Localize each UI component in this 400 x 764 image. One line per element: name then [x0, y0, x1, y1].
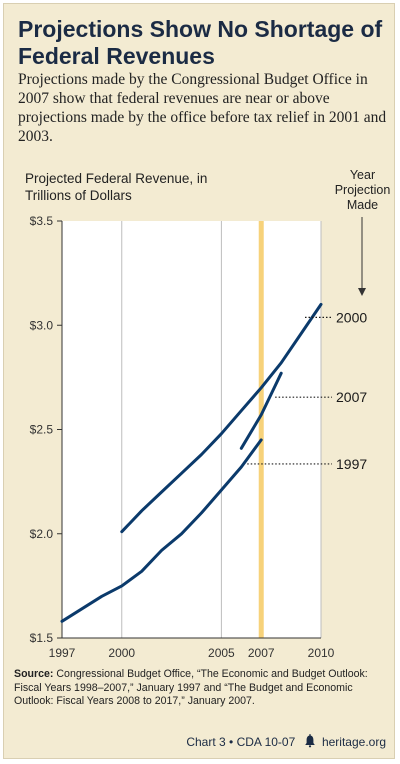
y-tick-label: $2.5 — [30, 423, 54, 437]
series-line-2007 — [239, 371, 283, 450]
y-tick-label: $1.5 — [30, 631, 54, 645]
series-lines — [60, 302, 323, 623]
series-label-2000: 2000 — [336, 309, 367, 325]
series-label-1997: 1997 — [336, 456, 367, 472]
legend-title: Year Projection Made — [334, 168, 391, 212]
x-tick-label: 2007 — [248, 646, 275, 660]
source-text: Congressional Budget Office, “The Econom… — [14, 668, 368, 707]
source-note: Source: Congressional Budget Office, “Th… — [14, 668, 386, 709]
legend-arrow — [358, 217, 366, 296]
highlight-band — [258, 221, 264, 638]
page-title: Projections Show No Shortage of Federal … — [18, 16, 383, 69]
legend-arrowhead — [358, 288, 366, 296]
y-axis-title: Projected Federal Revenue, in Trillions … — [25, 171, 208, 203]
series-label-2007: 2007 — [336, 389, 367, 405]
x-tick-label: 1997 — [49, 646, 76, 660]
plot-area — [62, 221, 321, 638]
liberty-bell-icon — [304, 734, 315, 748]
y-tick-label: $3.0 — [30, 318, 54, 332]
site-link[interactable]: heritage.org — [321, 735, 386, 749]
source-label: Source: — [14, 668, 54, 680]
series-line-2000 — [120, 302, 323, 534]
x-tick-label: 2005 — [208, 646, 235, 660]
y-tick-label: $3.5 — [30, 214, 54, 228]
chart-id: Chart 3 • CDA 10-07 — [186, 735, 296, 749]
x-tick-label: 2010 — [308, 646, 335, 660]
series-labels: 1997 2000 2007 — [247, 309, 367, 472]
axes — [57, 220, 321, 639]
chart-description: Projections made by the Congressional Bu… — [18, 71, 387, 145]
tick-labels: $1.5 $2.0 $2.5 $3.0 $3.5 1997 2000 2005 2007 2010 — [30, 214, 335, 660]
x-tick-label: 2000 — [108, 646, 135, 660]
highlight-year-band — [258, 221, 264, 638]
y-tick-label: $2.0 — [30, 527, 54, 541]
footer: Chart 3 • CDA 10-07 heritage.org — [186, 734, 386, 749]
grid-lines — [62, 221, 322, 638]
series-line-1997 — [60, 438, 263, 623]
